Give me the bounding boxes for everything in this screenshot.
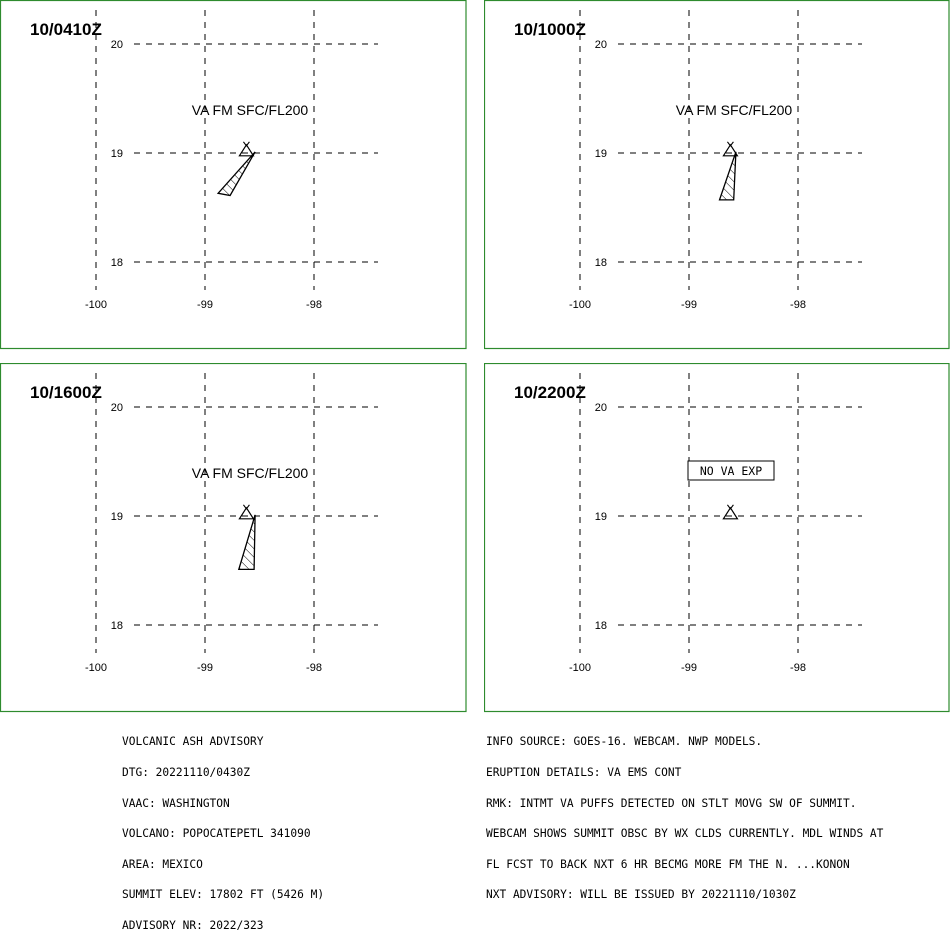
volcano-triangle-icon xyxy=(722,504,739,520)
longitude-tick-label: -99 xyxy=(681,299,697,311)
advisory-line: VOLCANO: POPOCATEPETL 341090 xyxy=(122,827,311,841)
latitude-tick-label: 18 xyxy=(595,620,607,632)
ash-cloud-polygon xyxy=(718,151,737,201)
latitude-tick-label: 20 xyxy=(595,39,607,51)
valid-time-label: 10/1600Z xyxy=(30,383,102,402)
ash-layer-label: VA FM SFC/FL200 xyxy=(676,102,793,118)
valid-time-label: 10/0410Z xyxy=(30,20,102,39)
status-box-label: NO VA EXP xyxy=(700,464,762,478)
valid-time-label: 10/2200Z xyxy=(514,383,586,402)
remark-line: INFO SOURCE: GOES-16. WEBCAM. NWP MODELS… xyxy=(486,735,763,749)
panel-frame xyxy=(484,363,950,713)
panel-frame xyxy=(484,0,950,350)
latitude-tick-label: 20 xyxy=(111,402,123,414)
longitude-tick-label: -98 xyxy=(306,662,322,674)
ash-layer-label: VA FM SFC/FL200 xyxy=(192,102,309,118)
advisory-line: VAAC: WASHINGTON xyxy=(122,796,230,810)
longitude-tick-label: -100 xyxy=(569,299,591,311)
map-svg-4: -100 -99 -98 20 19 18 10/2200Z NO VA EXP xyxy=(484,363,950,713)
latitude-tick-label: 18 xyxy=(111,257,123,269)
volcano-triangle-icon xyxy=(238,504,255,520)
latitude-tick-label: 18 xyxy=(595,257,607,269)
map-svg-3: -100 -99 -98 20 19 18 10/1600Z VA FM SFC/FL200 xyxy=(0,363,467,713)
map-svg-1: -100 -99 -98 20 19 18 10/0410Z VA FM SFC/FL200 xyxy=(0,0,467,350)
panel-frame xyxy=(0,363,467,713)
longitude-tick-label: -100 xyxy=(569,662,591,674)
advisory-line: ADVISORY NR: 2022/323 xyxy=(122,918,264,932)
panel-frame xyxy=(0,0,467,350)
advisory-line: SUMMIT ELEV: 17802 FT (5426 M) xyxy=(122,888,325,902)
map-panel-1: -100 -99 -98 20 19 18 10/0410Z VA FM SFC/FL200 xyxy=(0,0,467,350)
valid-time-label: 10/1000Z xyxy=(514,20,586,39)
ash-cloud-polygon xyxy=(237,514,256,571)
latitude-tick-label: 20 xyxy=(595,402,607,414)
map-svg-2: -100 -99 -98 20 19 18 10/1000Z VA FM SFC/FL200 xyxy=(484,0,950,350)
latitude-tick-label: 19 xyxy=(595,148,607,160)
longitude-tick-label: -98 xyxy=(790,662,806,674)
map-panel-2: -100 -99 -98 20 19 18 10/1000Z VA FM SFC/FL200 xyxy=(484,0,950,350)
remark-line: FL FCST TO BACK NXT 6 HR BECMG MORE FM T… xyxy=(486,857,850,871)
volcano-triangle-icon xyxy=(238,141,255,157)
latitude-tick-label: 20 xyxy=(111,39,123,51)
remark-line: WEBCAM SHOWS SUMMIT OBSC BY WX CLDS CURR… xyxy=(486,827,884,841)
longitude-tick-label: -99 xyxy=(681,662,697,674)
ash-layer-label: VA FM SFC/FL200 xyxy=(192,465,309,481)
remark-line: NXT ADVISORY: WILL BE ISSUED BY 20221110… xyxy=(486,888,796,902)
latitude-tick-label: 19 xyxy=(111,148,123,160)
volcano-triangle-icon xyxy=(722,141,739,157)
ash-cloud-polygon xyxy=(216,151,256,197)
status-box xyxy=(687,460,775,481)
remark-line: RMK: INTMT VA PUFFS DETECTED ON STLT MOV… xyxy=(486,796,857,810)
advisory-line: VOLCANIC ASH ADVISORY xyxy=(122,735,264,749)
advisory-line: AREA: MEXICO xyxy=(122,857,203,871)
latitude-tick-label: 18 xyxy=(111,620,123,632)
longitude-tick-label: -99 xyxy=(197,299,213,311)
longitude-tick-label: -100 xyxy=(85,662,107,674)
map-panel-3: -100 -99 -98 20 19 18 10/1600Z VA FM SFC/FL200 xyxy=(0,363,467,713)
advisory-line: DTG: 20221110/0430Z xyxy=(122,766,250,779)
longitude-tick-label: -98 xyxy=(306,299,322,311)
latitude-tick-label: 19 xyxy=(111,511,123,523)
map-panel-4: -100 -99 -98 20 19 18 10/2200Z NO VA EXP xyxy=(484,363,950,713)
advisory-header-block: VOLCANIC ASH ADVISORY DTG: 20221110/0430… xyxy=(122,717,324,941)
longitude-tick-label: -99 xyxy=(197,662,213,674)
latitude-tick-label: 19 xyxy=(595,511,607,523)
remark-line: ERUPTION DETAILS: VA EMS CONT xyxy=(486,766,682,779)
longitude-tick-label: -100 xyxy=(85,299,107,311)
longitude-tick-label: -98 xyxy=(790,299,806,311)
advisory-remarks-block: INFO SOURCE: GOES-16. WEBCAM. NWP MODELS… xyxy=(486,717,883,911)
